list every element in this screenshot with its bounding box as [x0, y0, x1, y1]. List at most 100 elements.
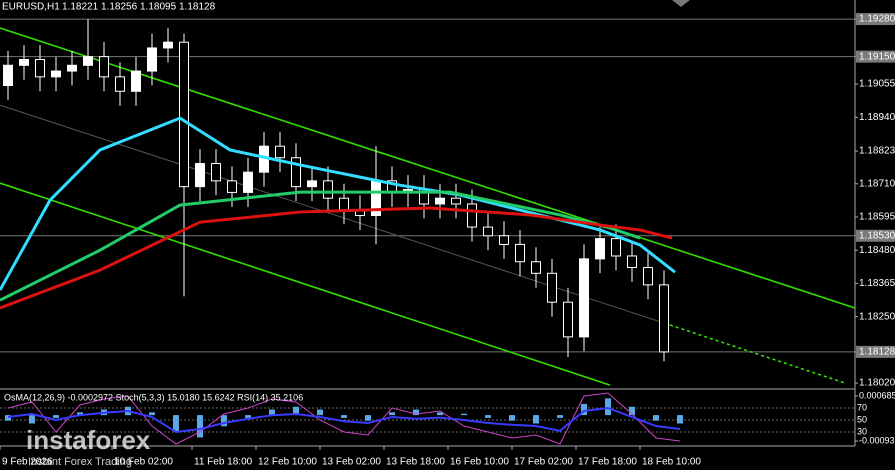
- osma-bar: [5, 415, 11, 421]
- osma-bar: [485, 415, 491, 418]
- candle-body: [115, 76, 125, 92]
- osma-bar: [221, 415, 227, 427]
- watermark-brand: instaforex: [26, 425, 151, 455]
- x-tick-label: 12 Feb 10:00: [258, 457, 317, 468]
- y-tick-label: 1.18365: [859, 278, 895, 289]
- osma-tick-label: -0.00093: [859, 435, 895, 445]
- y-tick-label: 1.18940: [859, 112, 895, 123]
- candle-body: [211, 163, 221, 182]
- candle-body: [131, 70, 141, 92]
- osma-bar: [677, 415, 683, 424]
- osma-bar: [269, 409, 275, 416]
- y-tick-label: 1.19055: [859, 79, 895, 90]
- price-label-box: [856, 13, 895, 26]
- candle-body: [435, 197, 445, 205]
- osma-bar: [581, 403, 587, 416]
- osma-bar: [77, 412, 83, 416]
- osma-bar: [389, 412, 395, 416]
- candle-body: [35, 59, 45, 78]
- y-tick-label: 1.18480: [859, 245, 895, 256]
- candle-body: [307, 180, 317, 188]
- ohlc-value: 1.18128: [179, 2, 216, 13]
- x-tick-label: 10 Feb 02:00: [114, 457, 173, 468]
- osma-bar: [245, 415, 251, 418]
- shift-marker: [672, 0, 690, 7]
- osma-bar: [509, 415, 515, 421]
- watermark-tagline: Instant Forex Trading: [28, 456, 132, 468]
- y-tick-label: 1.19280: [859, 14, 895, 25]
- candle-body: [643, 267, 653, 286]
- price-label-box: [856, 50, 895, 63]
- candle-body: [483, 226, 493, 237]
- candle-body: [163, 41, 173, 49]
- osma-bar: [173, 415, 179, 432]
- osma-bar: [413, 409, 419, 416]
- y-tick-label: 1.18530: [859, 230, 895, 241]
- ohlc-value: 1.18256: [101, 2, 138, 13]
- y-tick-label: 1.18020: [859, 378, 895, 389]
- candle-body: [99, 56, 109, 78]
- price-label-box: [856, 229, 895, 242]
- level-label: 50: [857, 414, 867, 424]
- y-tick-label: 1.18595: [859, 212, 895, 223]
- y-tick-label: 1.19150: [859, 51, 895, 62]
- x-tick-label: 13 Feb 18:00: [386, 457, 445, 468]
- x-tick-label: 17 Feb 02:00: [514, 457, 573, 468]
- osma-bar: [149, 412, 155, 416]
- osma-tick-label: 0.000685: [859, 390, 895, 400]
- candle-body: [275, 145, 285, 159]
- candle-body: [531, 261, 541, 274]
- osma-bar: [605, 398, 611, 416]
- x-tick-label: 16 Feb 10:00: [450, 457, 509, 468]
- osma-bar: [365, 415, 371, 421]
- candle-body: [83, 56, 93, 66]
- candle-body: [451, 197, 461, 205]
- stoch-line: [7, 392, 681, 445]
- x-tick-label: 13 Feb 02:00: [322, 457, 381, 468]
- candle-body: [611, 238, 621, 257]
- candle-body: [51, 70, 61, 78]
- channel-line: [0, 27, 856, 309]
- candle-body: [579, 258, 589, 338]
- y-tick-label: 1.18250: [859, 311, 895, 322]
- candle-body: [659, 284, 669, 353]
- candle-body: [499, 235, 509, 245]
- ohlc-value: 1.18095: [140, 2, 177, 13]
- osma-bar: [557, 415, 563, 418]
- moving-average: [0, 206, 673, 310]
- osma-bar: [461, 413, 467, 416]
- candle-body: [339, 197, 349, 211]
- candle-body: [67, 64, 77, 72]
- candle-body: [547, 272, 557, 303]
- osma-bar: [533, 415, 539, 424]
- candle-body: [147, 47, 157, 72]
- y-tick-label: 1.18710: [859, 178, 895, 189]
- candle-body: [3, 64, 13, 87]
- osma-bar: [197, 415, 203, 438]
- candle-body: [323, 180, 333, 199]
- candle-body: [467, 203, 477, 228]
- price-label-box: [856, 345, 895, 358]
- indicator-title: OsMA(12,26,9) -0.0002972 Stoch(5,3,3) 15…: [4, 392, 303, 402]
- osma-bar: [629, 406, 635, 416]
- x-tick-label: 18 Feb 10:00: [642, 457, 701, 468]
- candle-body: [195, 163, 205, 188]
- osma-bar: [341, 415, 347, 418]
- y-tick-label: 1.18128: [859, 347, 895, 358]
- candle-body: [291, 157, 301, 188]
- osma-bar: [29, 415, 35, 424]
- channel-line: [0, 182, 611, 386]
- x-tick-label: 17 Feb 18:00: [578, 457, 637, 468]
- candle-body: [627, 255, 637, 269]
- osma-bar: [317, 409, 323, 416]
- channel-line: [669, 324, 846, 384]
- candle-body: [595, 238, 605, 260]
- osma-bar: [293, 406, 299, 416]
- symbol: EURUSD,H1: [2, 2, 60, 13]
- level-label: 30: [857, 426, 867, 436]
- level-label: 70: [857, 402, 867, 412]
- candle-body: [179, 41, 189, 188]
